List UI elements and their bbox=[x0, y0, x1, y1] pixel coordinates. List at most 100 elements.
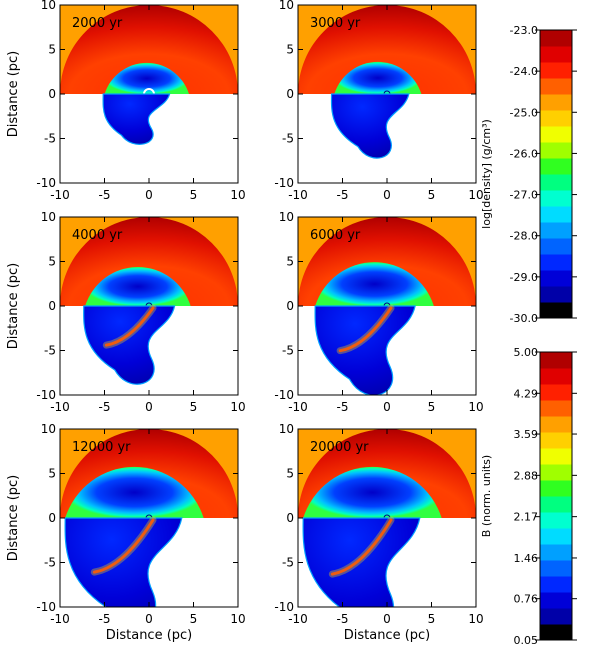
time-label: 20000 yr bbox=[310, 440, 369, 455]
y-tick-label: 5 bbox=[286, 255, 294, 269]
y-tick-label: 10 bbox=[279, 422, 294, 436]
colorbar-swatch bbox=[540, 592, 572, 609]
x-tick-label: 0 bbox=[383, 400, 391, 414]
colorbar-swatch bbox=[540, 110, 572, 127]
x-tick-label: 5 bbox=[428, 188, 436, 202]
colorbar-swatch bbox=[540, 94, 572, 111]
field-filament-glow bbox=[336, 304, 395, 355]
colorbar-tick-label: 3.59 bbox=[514, 428, 539, 441]
field-filament bbox=[104, 306, 155, 347]
x-tick-label: 10 bbox=[230, 400, 245, 414]
y-tick-label: 5 bbox=[286, 43, 294, 57]
colorbar-tick-label: 1.46 bbox=[514, 552, 539, 565]
y-axis-title: Distance (pc) bbox=[6, 475, 21, 562]
colorbar-swatch bbox=[540, 190, 572, 207]
colorbar-swatch bbox=[540, 448, 572, 465]
x-tick-label: -10 bbox=[288, 612, 308, 626]
colorbar-swatch bbox=[540, 416, 572, 433]
y-tick-label: -5 bbox=[282, 344, 294, 358]
x-tick-label: 5 bbox=[190, 188, 198, 202]
density-cavity bbox=[334, 61, 422, 94]
y-tick-label: -5 bbox=[282, 556, 294, 570]
colorbar-frame bbox=[539, 351, 573, 641]
colorbar-tick-label: 5.00 bbox=[514, 346, 539, 359]
field-region bbox=[314, 305, 416, 395]
colorbar-swatch bbox=[540, 126, 572, 143]
colorbars-group: -23.0 -24.0 -25.0 -26.0 -27.0 -28.0 -29.0 -30.0… bbox=[480, 24, 577, 647]
x-tick-label: 5 bbox=[190, 400, 198, 414]
x-tick-label: -10 bbox=[288, 400, 308, 414]
panel-content bbox=[298, 429, 476, 607]
y-tick-label: -10 bbox=[36, 600, 56, 614]
colorbar-tick-label: -29.0 bbox=[510, 271, 538, 284]
density-cavity bbox=[315, 262, 434, 306]
colorbar-tick-label: 0.05 bbox=[514, 634, 539, 647]
panel-3: -10 -5 0 5 10 -10 -5 0 5 10 6000 yr bbox=[274, 210, 483, 414]
x-tick-label: -5 bbox=[337, 188, 349, 202]
y-tick-label: 10 bbox=[41, 210, 56, 224]
colorbar-swatch bbox=[540, 576, 572, 593]
panel-content bbox=[298, 217, 476, 395]
field-filament bbox=[330, 518, 393, 576]
colorbar-swatch bbox=[540, 254, 572, 271]
x-tick-label: 10 bbox=[468, 612, 483, 626]
density-shell bbox=[60, 5, 238, 94]
panel-content bbox=[60, 429, 238, 607]
y-tick-label: 10 bbox=[279, 0, 294, 12]
colorbar-swatch bbox=[540, 222, 572, 239]
panel-content bbox=[60, 217, 238, 395]
colorbar-swatch bbox=[540, 528, 572, 545]
density-shell bbox=[298, 5, 476, 94]
colorbar-swatch bbox=[540, 400, 572, 417]
colorbar-tick-label: -26.0 bbox=[510, 147, 538, 160]
time-label: 2000 yr bbox=[72, 16, 123, 31]
x-axis-title: Distance (pc) bbox=[106, 628, 193, 643]
x-tick-label: 10 bbox=[468, 400, 483, 414]
colorbar-title: log[density] (g/cm³) bbox=[480, 119, 493, 229]
x-tick-label: -5 bbox=[99, 612, 111, 626]
y-tick-label: -5 bbox=[44, 556, 56, 570]
colorbar-tick-label: 4.29 bbox=[514, 387, 539, 400]
time-label: 3000 yr bbox=[310, 16, 361, 31]
colorbar-swatch bbox=[540, 30, 572, 47]
x-tick-label: 5 bbox=[428, 400, 436, 414]
y-tick-label: 5 bbox=[48, 467, 56, 481]
colorbar-frame bbox=[539, 29, 573, 319]
y-tick-label: 0 bbox=[286, 87, 294, 101]
y-tick-label: 10 bbox=[279, 210, 294, 224]
y-tick-label: 10 bbox=[41, 422, 56, 436]
colorbar-swatch bbox=[540, 62, 572, 79]
colorbar-title: B (norm. units) bbox=[480, 455, 493, 537]
y-tick-label: 0 bbox=[48, 511, 56, 525]
colorbar-swatch bbox=[540, 206, 572, 223]
colorbar-1: 5.00 4.29 3.59 2.88 2.17 1.46 0.76 0.05 B (norm.… bbox=[480, 346, 577, 647]
x-tick-label: -5 bbox=[99, 188, 111, 202]
field-region bbox=[302, 517, 421, 607]
x-tick-label: 5 bbox=[190, 612, 198, 626]
x-tick-label: 0 bbox=[383, 188, 391, 202]
colorbar-swatch bbox=[540, 174, 572, 191]
y-tick-label: 0 bbox=[286, 299, 294, 313]
panel-2: -10 -5 0 5 10 -10 -5 0 5 10 4000 yr Distance (pc) bbox=[6, 210, 246, 414]
colorbar-tick-label: 0.76 bbox=[514, 593, 539, 606]
time-label: 6000 yr bbox=[310, 228, 361, 243]
field-region bbox=[64, 517, 183, 607]
colorbar-swatch bbox=[540, 142, 572, 159]
density-cavity bbox=[85, 267, 191, 306]
x-tick-label: 0 bbox=[145, 612, 153, 626]
x-tick-label: -5 bbox=[99, 400, 111, 414]
colorbar-tick-label: -28.0 bbox=[510, 230, 538, 243]
colorbar-swatch bbox=[540, 432, 572, 449]
field-filament bbox=[92, 518, 155, 574]
x-tick-label: 0 bbox=[145, 400, 153, 414]
colorbar-swatch bbox=[540, 46, 572, 63]
colorbar-tick-label: 2.17 bbox=[514, 511, 539, 524]
colorbar-swatch bbox=[540, 624, 572, 641]
y-axis-title: Distance (pc) bbox=[6, 51, 21, 138]
colorbar-tick-label: -30.0 bbox=[510, 312, 538, 325]
density-cavity bbox=[104, 62, 189, 94]
colorbar-0: -23.0 -24.0 -25.0 -26.0 -27.0 -28.0 -29.0 -30.0… bbox=[480, 24, 577, 325]
y-tick-label: 0 bbox=[286, 511, 294, 525]
y-tick-label: 0 bbox=[48, 87, 56, 101]
y-tick-label: -10 bbox=[274, 176, 294, 190]
